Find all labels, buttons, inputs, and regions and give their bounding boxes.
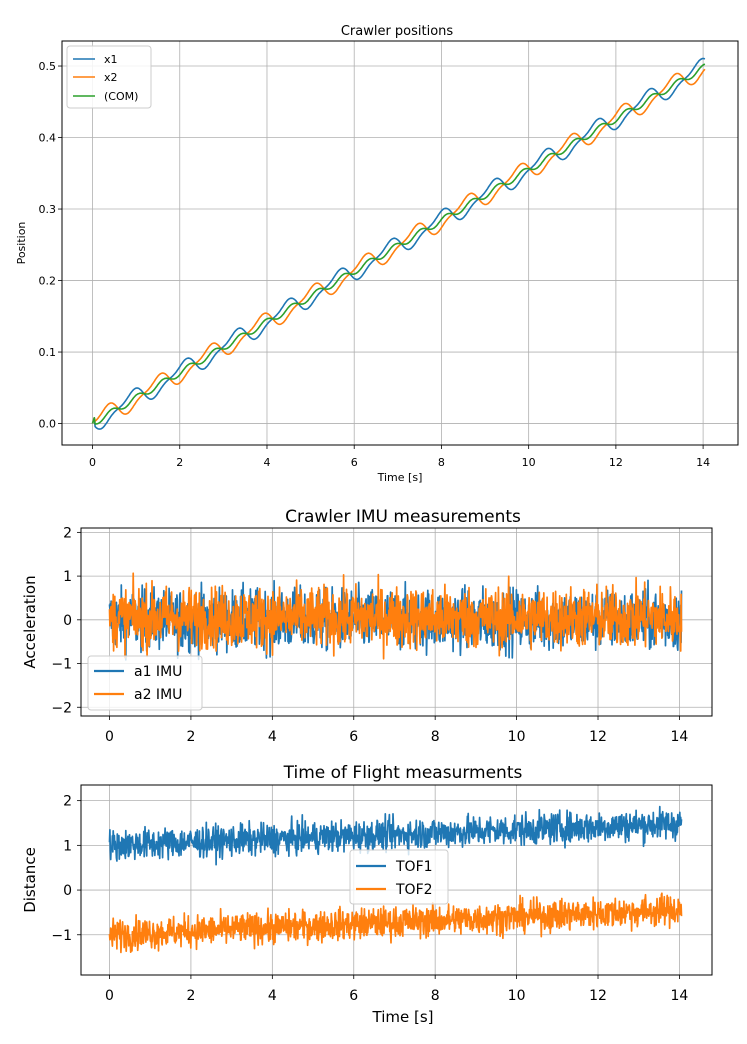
positions-legend-label-com: (COM) [104,90,138,103]
positions-x-tick-label: 8 [438,456,445,469]
tof-x-tick-label: 0 [105,988,114,1004]
positions-x-tick-label: 12 [609,456,623,469]
positions-legend-label-x2: x2 [104,71,118,84]
tof-legend-label-tof1: TOF1 [395,859,433,875]
tof-chart-x-ticks: 0 2 4 6 8 10 12 14 [105,988,688,1004]
tof-x-tick-label: 6 [349,988,358,1004]
imu-legend-label-a2: a2 IMU [134,687,182,703]
tof-legend-box [349,849,449,905]
positions-legend-label-x1: x1 [104,53,118,66]
imu-chart-y-ticks: −2 −1 0 1 2 [51,525,72,716]
positions-x-tick-label: 14 [696,456,710,469]
positions-chart-series [91,57,706,430]
positions-y-tick-label: 0.0 [39,418,57,431]
tof-chart-title: Time of Flight measurments [283,763,523,783]
tof-chart-series [108,805,683,954]
positions-chart-plot-frame [61,40,739,446]
positions-chart-x-ticks: 0 2 4 6 8 10 12 14 [89,456,710,469]
tof-x-tick-label: 14 [671,988,689,1004]
tof-y-tick-label: 1 [63,838,72,854]
imu-legend-box [87,655,203,711]
tof-series-tof2 [108,892,683,954]
imu-chart-title: Crawler IMU measurements [285,507,521,527]
positions-chart-y-label: Position [15,222,28,265]
positions-chart: Crawler positions 0 2 4 6 8 10 12 14 0.0… [15,24,739,484]
positions-chart-legend: x1 x2 (COM) [66,45,152,109]
imu-x-tick-label: 14 [671,729,689,745]
imu-x-tick-label: 12 [589,729,607,745]
positions-y-tick-label: 0.4 [39,131,57,144]
tof-x-tick-label: 4 [268,988,277,1004]
imu-x-tick-label: 2 [186,729,195,745]
imu-x-tick-label: 8 [431,729,440,745]
tof-chart: Time of Flight measurments 0 2 4 6 8 10 … [21,763,713,1026]
positions-legend-box [66,45,152,109]
positions-y-tick-label: 0.1 [39,346,57,359]
positions-series-com [91,63,706,425]
positions-x-tick-label: 0 [89,456,96,469]
imu-x-tick-label: 0 [105,729,114,745]
imu-y-tick-label: 0 [63,613,72,629]
positions-series-x2 [91,68,706,424]
imu-x-tick-label: 10 [508,729,526,745]
tof-x-tick-label: 10 [508,988,526,1004]
imu-series-a2-imu [108,572,683,660]
tof-chart-legend: TOF1 TOF2 [349,849,449,905]
imu-chart-x-ticks: 0 2 4 6 8 10 12 14 [105,729,688,745]
tof-y-tick-label: 0 [63,883,72,899]
imu-x-tick-label: 4 [268,729,277,745]
tof-x-tick-label: 12 [589,988,607,1004]
positions-y-tick-label: 0.3 [39,203,57,216]
tof-y-tick-label: −1 [51,928,72,944]
imu-y-tick-label: −2 [51,700,72,716]
tof-series-tof1 [108,805,683,866]
tof-x-tick-label: 2 [186,988,195,1004]
imu-chart-y-label: Acceleration [21,575,39,668]
imu-legend-label-a1: a1 IMU [134,664,182,680]
positions-y-tick-label: 0.2 [39,274,57,287]
imu-chart-plot-frame [80,527,713,717]
imu-y-tick-label: 2 [63,525,72,541]
tof-y-tick-label: 2 [63,794,72,810]
positions-chart-x-label: Time [s] [377,471,423,484]
positions-chart-grid [58,41,738,449]
tof-legend-label-tof2: TOF2 [395,882,433,898]
tof-chart-plot-frame [80,784,713,976]
imu-y-tick-label: −1 [51,657,72,673]
positions-x-tick-label: 4 [263,456,270,469]
tof-chart-x-label: Time [s] [372,1008,434,1026]
imu-x-tick-label: 6 [349,729,358,745]
positions-series-x1 [91,57,706,430]
imu-y-tick-label: 1 [63,569,72,585]
positions-x-tick-label: 2 [176,456,183,469]
tof-chart-y-ticks: −1 0 1 2 [51,794,72,944]
positions-x-tick-label: 6 [351,456,358,469]
imu-chart-series [108,572,683,661]
positions-y-tick-label: 0.5 [39,60,57,73]
positions-x-tick-label: 10 [522,456,536,469]
imu-chart-legend: a1 IMU a2 IMU [87,655,203,711]
tof-x-tick-label: 8 [431,988,440,1004]
tof-chart-y-label: Distance [21,847,39,913]
positions-chart-title: Crawler positions [341,24,454,39]
positions-chart-y-ticks: 0.0 0.1 0.2 0.3 0.4 0.5 [39,60,57,431]
imu-chart: Crawler IMU measurements 0 2 4 6 8 10 12… [21,507,713,745]
